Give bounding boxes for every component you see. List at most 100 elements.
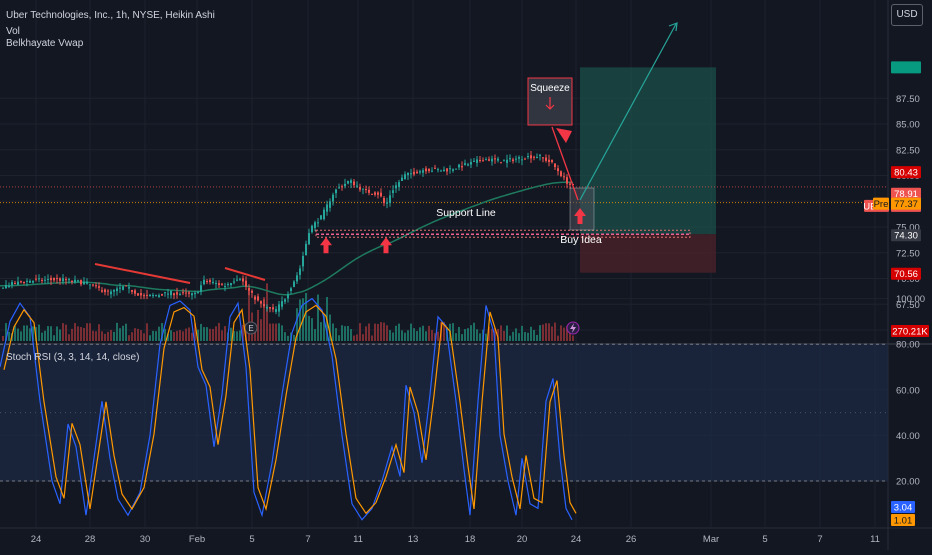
candle-body [146,294,148,296]
indicator-vwap-label[interactable]: Belkhayate Vwap [6,38,84,49]
candle-body [362,188,364,190]
target-arrowhead-icon [668,22,678,32]
candle-body [428,168,430,172]
volume-bar [137,328,139,341]
candle-body [290,288,292,291]
candle-body [323,209,325,220]
volume-bar [74,323,76,341]
candle-body [488,159,490,161]
volume-bar [407,330,409,341]
candle-body [131,289,133,292]
lightning-icon-glyph [570,323,576,333]
candle-body [56,278,58,280]
candle-body [317,222,319,224]
support-arrow-icon [320,237,332,254]
candle-body [356,185,358,187]
squeeze-box [527,77,573,126]
volume-bar [350,329,352,341]
candle-body [167,293,169,295]
candle-body [239,278,241,280]
candle-body [332,194,334,202]
candle-body [326,204,328,212]
volume-bar [296,308,298,341]
stoch-rsi-title[interactable]: Stoch RSI (3, 3, 14, 14, close) [6,352,140,363]
candle-body [371,193,373,195]
volume-bar [83,327,85,341]
candle-body [464,163,466,165]
volume-bar [98,324,100,341]
volume-bar [530,326,532,341]
pre-market-tag: Pre [874,199,889,210]
candle-body [551,159,553,163]
candle-body [380,192,382,197]
volume-bar [305,292,307,341]
volume-bar [362,334,364,341]
candle-body [89,284,91,286]
candle-body [206,281,208,283]
time-tick-label: 30 [140,534,151,545]
time-tick-label: Feb [189,534,205,545]
candle-body [17,281,19,285]
candle-body [113,289,115,292]
candle-body [173,293,175,296]
volume-bar [284,332,286,341]
volume-bar [323,314,325,341]
volume-bar [95,331,97,341]
volume-bar [551,326,553,341]
candle-body [185,292,187,294]
target-level-tag-bg [891,61,921,74]
time-tick-label: 11 [353,534,363,545]
candle-body [143,295,145,297]
volume-bar [548,323,550,341]
volume-bar [416,331,418,341]
candle-body [140,293,142,296]
candle-body [170,291,172,296]
candle-body [437,169,439,171]
volume-bar [185,328,187,341]
candle-body [476,159,478,163]
currency-button[interactable]: USD [891,4,923,26]
candle-body [47,278,49,280]
candle-body [242,278,244,282]
symbol-title[interactable]: Uber Technologies, Inc., 1h, NYSE, Heiki… [6,10,215,21]
indicator-vol-label[interactable]: Vol [6,26,20,37]
volume-bar [119,328,121,341]
candle-body [503,160,505,162]
candle-body [35,278,37,280]
candle-body [86,281,88,284]
candle-body [95,285,97,287]
support-arrow-icon [380,237,392,254]
volume-bar [71,328,73,341]
time-tick-label: 26 [626,534,637,545]
candle-body [68,279,70,281]
candle-body [8,286,10,288]
candle-body [311,225,313,233]
volume-bar [344,326,346,341]
candle-body [212,281,214,284]
time-tick-label: 11 [870,534,880,545]
volume-bar [257,309,259,341]
volume-bar [443,322,445,341]
volume-bar [365,326,367,341]
candle-body [83,281,85,285]
volume-bar [101,331,103,341]
candle-body [92,284,94,286]
candle-body [524,158,526,160]
volume-bar [332,323,334,341]
volume-bar [86,323,88,341]
candle-body [401,177,403,182]
volume-bar [29,328,31,341]
candle-body [269,307,271,309]
target-path-line [579,23,677,201]
vwap-red-segment [224,267,266,281]
candle-body [41,279,43,281]
volume-bar [281,325,283,341]
volume-bar [512,331,514,341]
volume-bar [107,331,109,341]
candle-body [491,158,493,162]
volume-bar [155,331,157,341]
volume-bar [392,332,394,341]
volume-bar [62,323,64,341]
